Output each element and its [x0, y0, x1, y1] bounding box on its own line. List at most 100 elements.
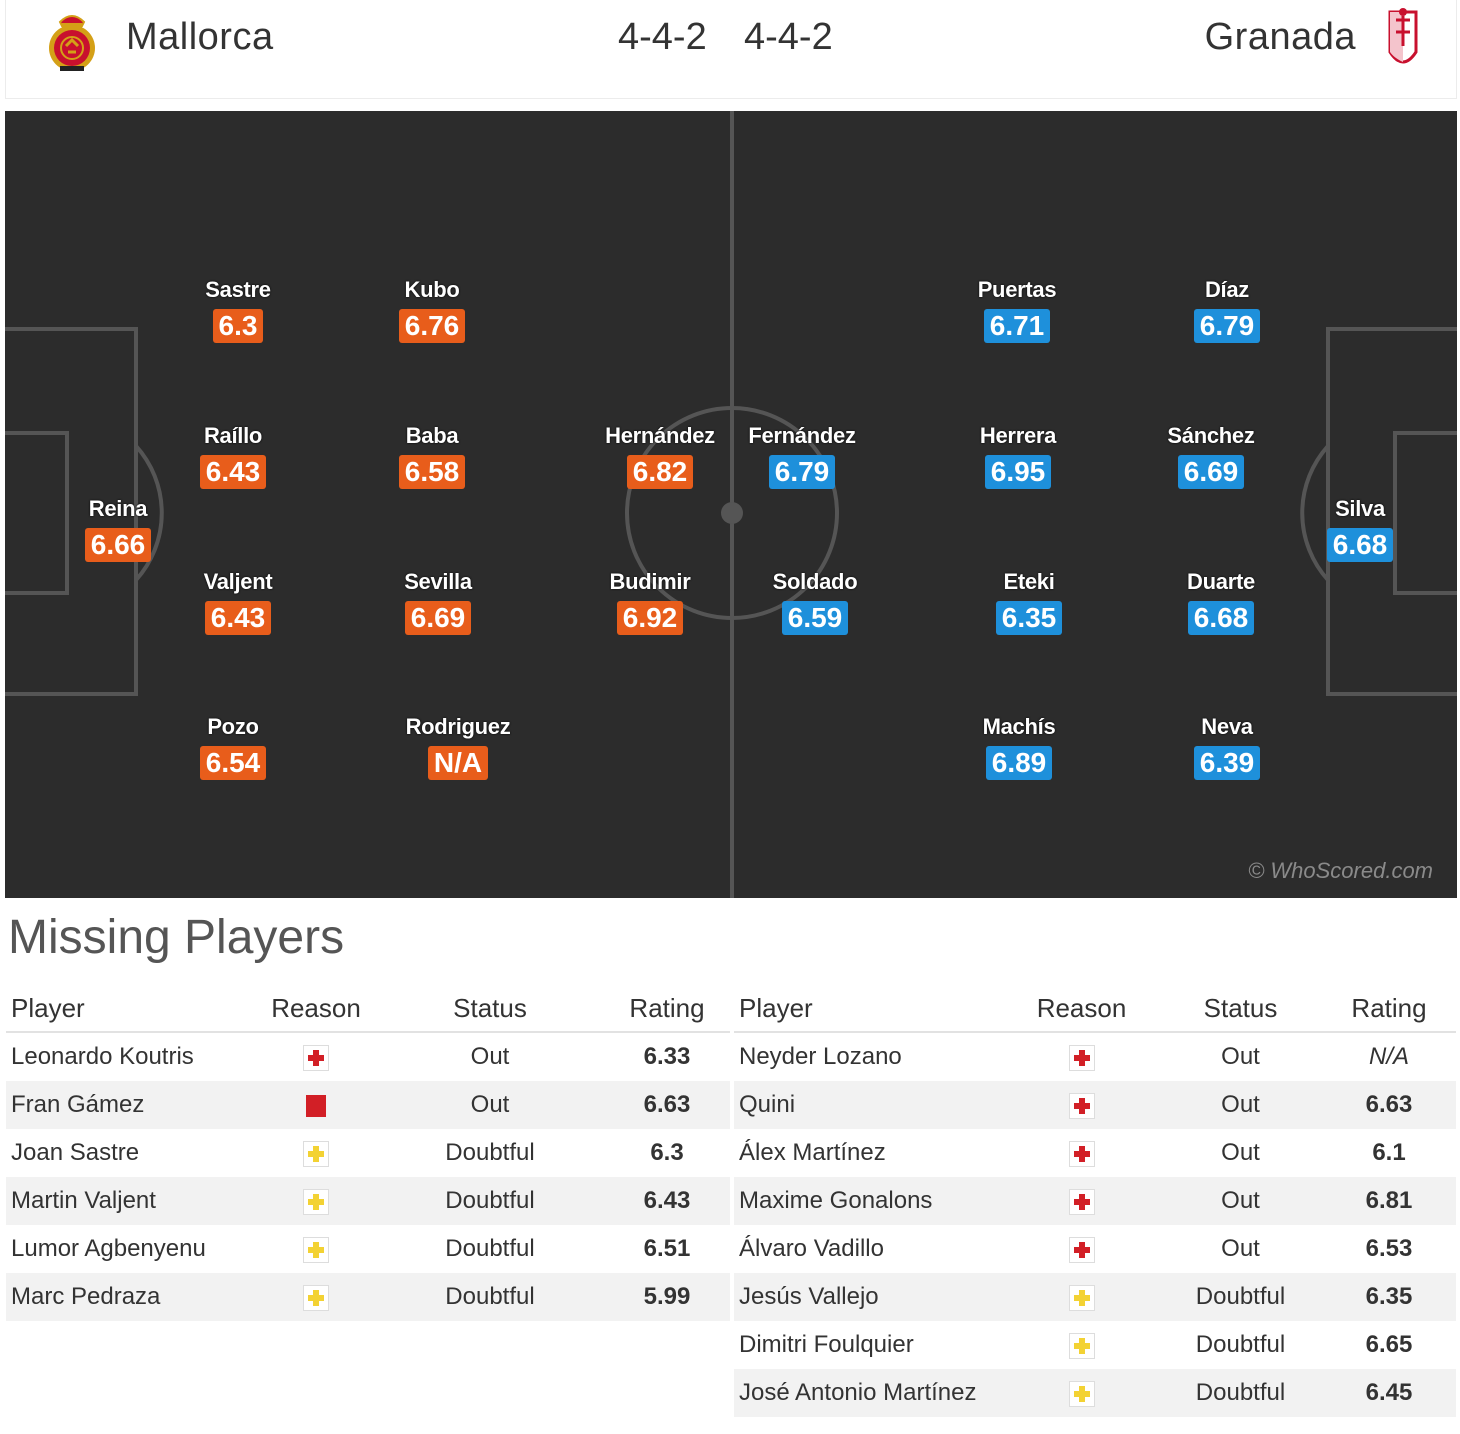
away-player-silva[interactable]: Silva 6.68	[1305, 496, 1415, 562]
missing-rating: 6.3	[650, 1139, 684, 1166]
player-name: Duarte	[1187, 569, 1255, 594]
player-rating: 6.3	[212, 309, 264, 343]
injury-icon[interactable]	[1068, 1092, 1095, 1119]
col-player[interactable]: Player	[734, 985, 1004, 1033]
home-missing-body: Leonardo Koutris Out 6.33 Fran Gámez Out 6.63…	[6, 1032, 730, 1321]
away-player-puertas[interactable]: Puertas 6.71	[962, 277, 1072, 343]
watermark[interactable]: © WhoScored.com	[1248, 858, 1433, 883]
missing-rating: 6.65	[1365, 1331, 1413, 1358]
missing-player-name[interactable]: Fran Gámez	[6, 1081, 256, 1129]
missing-player-name[interactable]: Quini	[734, 1081, 1004, 1129]
missing-reason	[1004, 1177, 1159, 1225]
table-row: Marc Pedraza Doubtful 5.99	[6, 1273, 730, 1321]
missing-player-name[interactable]: Martin Valjent	[6, 1177, 256, 1225]
player-rating: 6.92	[616, 601, 684, 635]
missing-reason	[256, 1081, 376, 1129]
red-card-icon[interactable]	[303, 1093, 329, 1119]
away-player-eteki[interactable]: Eteki 6.35	[974, 569, 1084, 635]
missing-reason	[256, 1273, 376, 1321]
missing-reason	[256, 1225, 376, 1273]
missing-reason	[1004, 1129, 1159, 1177]
injury-icon[interactable]	[1068, 1188, 1095, 1215]
missing-rating: N/A	[1368, 1043, 1409, 1070]
player-name: Machís	[982, 714, 1056, 739]
missing-status: Doubtful	[1159, 1369, 1322, 1417]
home-player-pozo[interactable]: Pozo 6.54	[178, 714, 288, 780]
away-player-neva[interactable]: Neva 6.39	[1172, 714, 1282, 780]
injury-icon[interactable]	[303, 1044, 329, 1071]
col-rating[interactable]: Rating	[604, 985, 730, 1033]
away-missing-body: Neyder Lozano Out N/A Quini Out 6.63 Álex Mart…	[734, 1032, 1456, 1417]
doubtful-icon[interactable]	[303, 1188, 329, 1215]
injury-icon[interactable]	[1068, 1140, 1095, 1167]
missing-player-name[interactable]: Neyder Lozano	[739, 1043, 902, 1070]
away-player-fernandez[interactable]: Fernández 6.79	[737, 423, 867, 489]
col-reason[interactable]: Reason	[1004, 985, 1159, 1033]
home-player-reina[interactable]: Reina 6.66	[63, 496, 173, 562]
missing-rating: 6.43	[604, 1177, 730, 1225]
player-rating: 6.35	[995, 601, 1063, 635]
missing-player-name[interactable]: Álex Martínez	[739, 1139, 886, 1166]
granada-crest-icon[interactable]	[1386, 6, 1420, 74]
away-player-diaz[interactable]: Díaz 6.79	[1172, 277, 1282, 343]
missing-status: Out	[1159, 1177, 1322, 1225]
col-status[interactable]: Status	[376, 985, 604, 1033]
home-player-sevilla[interactable]: Sevilla 6.69	[383, 569, 493, 635]
missing-player-name[interactable]: José Antonio Martínez	[734, 1369, 1004, 1417]
home-player-kubo[interactable]: Kubo 6.76	[377, 277, 487, 343]
missing-status: Doubtful	[376, 1177, 604, 1225]
doubtful-icon[interactable]	[1068, 1332, 1095, 1359]
player-name: Sevilla	[404, 569, 472, 594]
doubtful-icon[interactable]	[303, 1140, 329, 1167]
doubtful-icon[interactable]	[1068, 1380, 1095, 1407]
doubtful-icon[interactable]	[1068, 1284, 1095, 1311]
missing-rating: 6.33	[643, 1043, 691, 1070]
away-player-herrera[interactable]: Herrera 6.95	[963, 423, 1073, 489]
home-player-valjent[interactable]: Valjent 6.43	[183, 569, 293, 635]
missing-player-name[interactable]: Leonardo Koutris	[11, 1043, 194, 1070]
home-player-baba[interactable]: Baba 6.58	[377, 423, 487, 489]
doubtful-icon[interactable]	[303, 1284, 329, 1311]
away-player-machis[interactable]: Machís 6.89	[964, 714, 1074, 780]
player-name: Hernández	[605, 423, 715, 448]
away-team-name[interactable]: Granada	[1204, 16, 1356, 58]
player-name: Rodriguez	[405, 714, 511, 739]
home-player-sastre[interactable]: Sastre 6.3	[183, 277, 293, 343]
missing-rating: 5.99	[604, 1273, 730, 1321]
player-rating: 6.54	[199, 746, 267, 780]
col-reason[interactable]: Reason	[256, 985, 376, 1033]
missing-rating: 6.53	[1365, 1235, 1413, 1262]
missing-player-name[interactable]: Álvaro Vadillo	[739, 1235, 884, 1262]
missing-player-name[interactable]: Marc Pedraza	[6, 1273, 256, 1321]
mallorca-crest-icon[interactable]	[46, 8, 98, 74]
away-player-sanchez[interactable]: Sánchez 6.69	[1151, 423, 1271, 489]
table-row: Martin Valjent Doubtful 6.43	[6, 1177, 730, 1225]
table-row: José Antonio Martínez Doubtful 6.45	[734, 1369, 1456, 1417]
missing-status: Doubtful	[445, 1235, 535, 1262]
away-player-duarte[interactable]: Duarte 6.68	[1166, 569, 1276, 635]
injury-icon[interactable]	[1068, 1044, 1095, 1071]
col-status[interactable]: Status	[1159, 985, 1322, 1033]
table-header-row: Player Reason Status Rating	[734, 985, 1456, 1033]
col-rating[interactable]: Rating	[1322, 985, 1456, 1033]
missing-player-name[interactable]: Maxime Gonalons	[734, 1177, 1004, 1225]
missing-player-name[interactable]: Joan Sastre	[11, 1139, 140, 1166]
home-player-raillo[interactable]: Raíllo 6.43	[178, 423, 288, 489]
col-player[interactable]: Player	[6, 985, 256, 1033]
injury-icon[interactable]	[1068, 1236, 1095, 1263]
missing-player-name[interactable]: Lumor Agbenyenu	[11, 1235, 206, 1262]
missing-reason	[1004, 1369, 1159, 1417]
player-name: Valjent	[203, 569, 273, 594]
home-player-hernandez[interactable]: Hernández 6.82	[595, 423, 725, 489]
home-player-rodriguez[interactable]: Rodriguez N/A	[393, 714, 523, 780]
missing-rating: 6.1	[1372, 1139, 1406, 1166]
doubtful-icon[interactable]	[303, 1236, 329, 1263]
table-row: Quini Out 6.63	[734, 1081, 1456, 1129]
player-rating: 6.59	[781, 601, 849, 635]
home-team-name[interactable]: Mallorca	[126, 16, 274, 58]
missing-player-name[interactable]: Dimitri Foulquier	[739, 1331, 914, 1358]
missing-player-name[interactable]: Jesús Vallejo	[734, 1273, 1004, 1321]
home-player-budimir[interactable]: Budimir 6.92	[585, 569, 715, 635]
table-row: Álvaro Vadillo Out 6.53	[734, 1225, 1456, 1273]
away-player-soldado[interactable]: Soldado 6.59	[760, 569, 870, 635]
